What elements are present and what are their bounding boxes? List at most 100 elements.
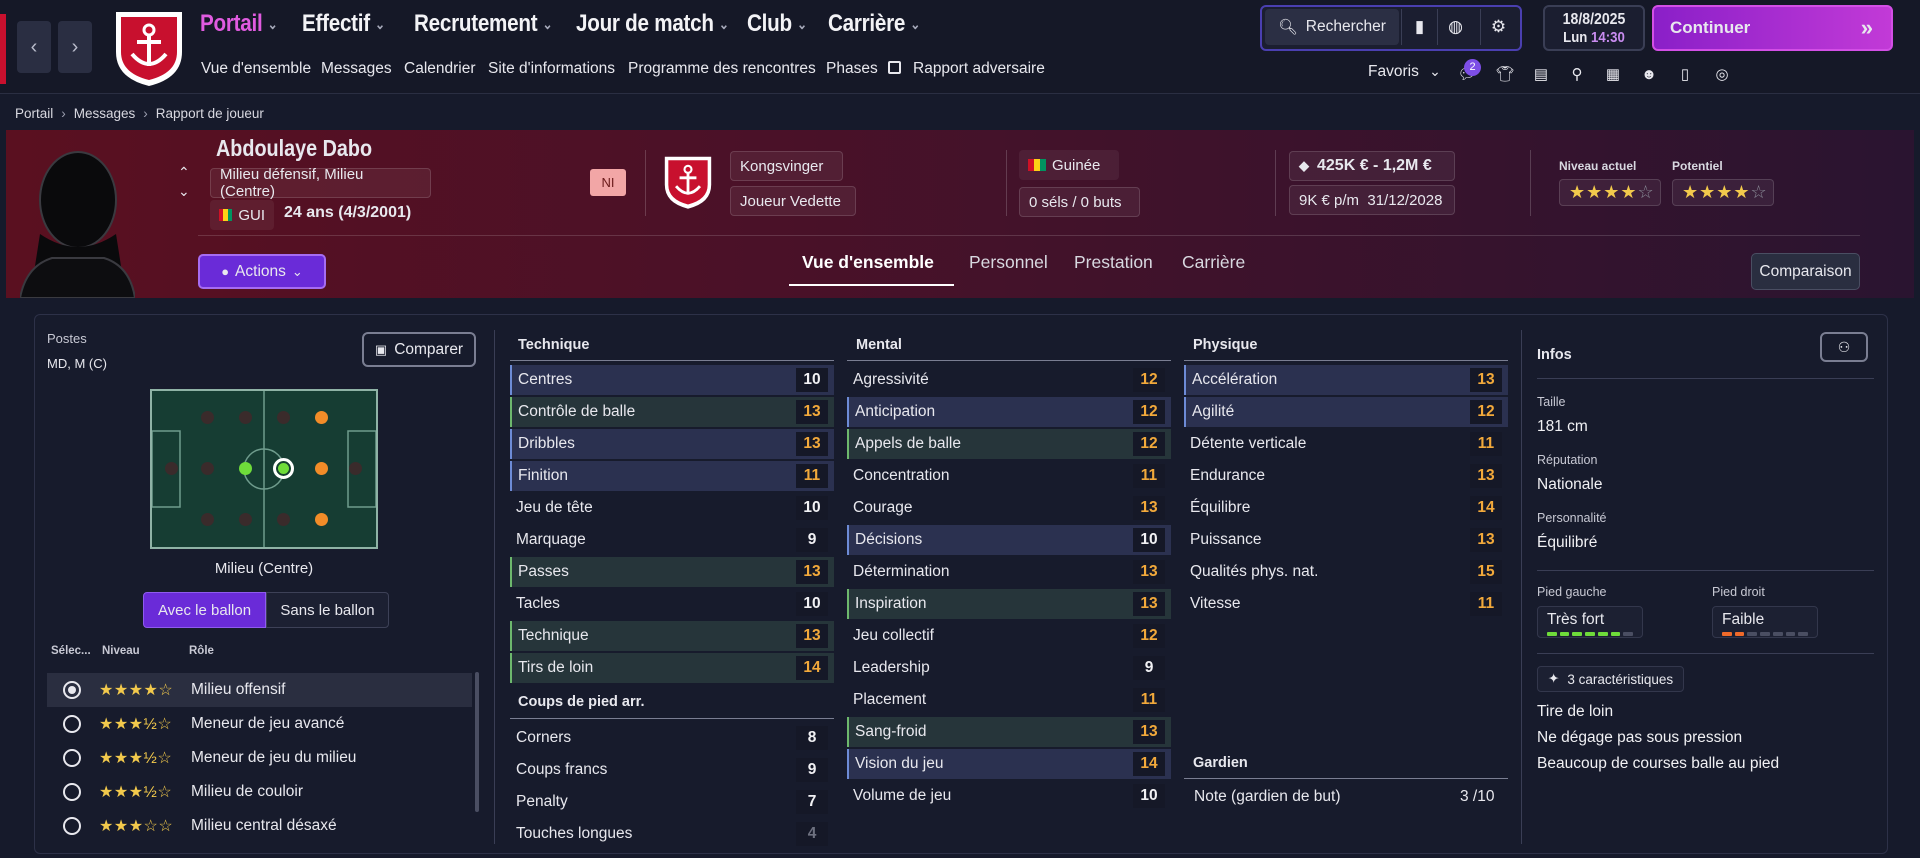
- radio[interactable]: [63, 715, 81, 733]
- attribute-row[interactable]: Tirs de loin 14: [510, 653, 834, 683]
- settings-button[interactable]: ⚙: [1480, 9, 1516, 45]
- role-row[interactable]: ★★★☆☆ Milieu central désaxé: [47, 809, 472, 843]
- with-ball-toggle[interactable]: Avec le ballon: [143, 592, 266, 628]
- menu-club[interactable]: Club ⌄: [747, 10, 807, 38]
- attribute-row[interactable]: Volume de jeu 10: [847, 781, 1171, 811]
- fav-staff[interactable]: ⚲: [1565, 62, 1589, 86]
- attribute-row[interactable]: Contrôle de balle 13: [510, 397, 834, 427]
- menu-portail[interactable]: Portail ⌄: [200, 10, 278, 38]
- role-row[interactable]: ★★★★☆ Milieu offensif: [47, 673, 472, 707]
- pitch-position-dot: [277, 513, 290, 526]
- submenu-messages[interactable]: Messages: [321, 60, 392, 77]
- attribute-row[interactable]: Accélération 13: [1184, 365, 1508, 395]
- breadcrumb-portail[interactable]: Portail: [15, 106, 54, 121]
- attribute-row[interactable]: Appels de balle 12: [847, 429, 1171, 459]
- prev-player-button[interactable]: ⌄: [178, 183, 190, 200]
- role-col-role[interactable]: Rôle: [189, 645, 214, 657]
- actions-button[interactable]: ● Actions ⌄: [198, 254, 326, 289]
- without-ball-toggle[interactable]: Sans le ballon: [266, 592, 389, 628]
- attribute-row[interactable]: Tacles 10: [510, 589, 834, 619]
- role-col-select[interactable]: Sélec...: [51, 645, 91, 657]
- game-date[interactable]: 18/8/2025 Lun 14:30: [1543, 5, 1645, 51]
- fav-tactics[interactable]: ▤: [1529, 62, 1553, 86]
- technique-attributes: Centres 10 Contrôle de balle 13 Dribbles 13 Fi…: [510, 365, 834, 683]
- submenu-calendrier[interactable]: Calendrier: [404, 60, 476, 77]
- attribute-row[interactable]: Placement 11: [847, 685, 1171, 715]
- menu-jour-de-match[interactable]: Jour de match ⌄: [576, 10, 729, 38]
- attribute-row[interactable]: Équilibre 14: [1184, 493, 1508, 523]
- fav-squad[interactable]: 👕︎: [1493, 62, 1517, 86]
- attribute-row[interactable]: Vitesse 11: [1184, 589, 1508, 619]
- attribute-row[interactable]: Touches longues 4: [510, 819, 834, 849]
- fav-training[interactable]: ☻: [1637, 62, 1661, 86]
- club-name-link[interactable]: Kongsvinger: [730, 151, 843, 181]
- attribute-row[interactable]: Endurance 13: [1184, 461, 1508, 491]
- role-row[interactable]: ★★★½☆ Meneur de jeu du milieu: [47, 741, 472, 775]
- transfer-value: ◆ 425K € - 1,2M €: [1289, 151, 1455, 181]
- radio[interactable]: [63, 749, 81, 767]
- attribute-row[interactable]: Détermination 13: [847, 557, 1171, 587]
- submenu-site-informations[interactable]: Site d'informations: [488, 60, 616, 77]
- attribute-row[interactable]: Agressivité 12: [847, 365, 1171, 395]
- tab-vue-ensemble[interactable]: Vue d'ensemble: [802, 252, 934, 272]
- attribute-row[interactable]: Dribbles 13: [510, 429, 834, 459]
- attribute-row[interactable]: Qualités phys. nat. 15: [1184, 557, 1508, 587]
- menu-recrutement[interactable]: Recrutement ⌄: [414, 10, 553, 38]
- tab-carriere[interactable]: Carrière: [1182, 252, 1246, 272]
- attribute-row[interactable]: Puissance 13: [1184, 525, 1508, 555]
- radio[interactable]: [63, 783, 81, 801]
- attribute-row[interactable]: Inspiration 13: [847, 589, 1171, 619]
- menu-carriere[interactable]: Carrière ⌄: [828, 10, 920, 38]
- submenu-programme[interactable]: Programme des rencontres: [628, 60, 816, 77]
- nation-tag[interactable]: Guinée: [1019, 150, 1119, 180]
- attribute-row[interactable]: Technique 13: [510, 621, 834, 651]
- attribute-row[interactable]: Jeu de tête 10: [510, 493, 834, 523]
- attribute-row[interactable]: Courage 13: [847, 493, 1171, 523]
- attribute-row[interactable]: Anticipation 12: [847, 397, 1171, 427]
- submenu-vue-ensemble[interactable]: Vue d'ensemble: [201, 60, 312, 77]
- submenu-phases[interactable]: Phases: [826, 60, 902, 78]
- attribute-row[interactable]: Décisions 10: [847, 525, 1171, 555]
- comparison-button[interactable]: Comparaison: [1751, 253, 1860, 290]
- attribute-row[interactable]: Concentration 11: [847, 461, 1171, 491]
- world-button[interactable]: ◍: [1437, 9, 1473, 45]
- attribute-row[interactable]: Passes 13: [510, 557, 834, 587]
- attribute-row[interactable]: Sang-froid 13: [847, 717, 1171, 747]
- club-crest-logo[interactable]: [662, 152, 714, 212]
- attribute-row[interactable]: Marquage 9: [510, 525, 834, 555]
- fav-finances[interactable]: ▯: [1673, 62, 1697, 86]
- bookmark-button[interactable]: ▮: [1401, 9, 1437, 45]
- back-button[interactable]: ‹: [17, 21, 51, 73]
- fav-world[interactable]: ◎: [1710, 62, 1734, 86]
- menu-effectif[interactable]: Effectif ⌄: [302, 10, 385, 38]
- attribute-row[interactable]: Jeu collectif 12: [847, 621, 1171, 651]
- compare-positions-button[interactable]: ▣ Comparer: [362, 332, 476, 367]
- roles-scrollbar[interactable]: [475, 672, 479, 812]
- forward-button[interactable]: ›: [58, 21, 92, 73]
- breadcrumb-messages[interactable]: Messages: [73, 106, 136, 121]
- club-crest-logo[interactable]: [112, 8, 186, 88]
- submenu-rapport-adversaire[interactable]: Rapport adversaire: [913, 60, 1045, 77]
- attribute-row[interactable]: Coups francs 9: [510, 755, 834, 785]
- search-button[interactable]: 🔍︎ Rechercher: [1265, 9, 1399, 45]
- next-player-button[interactable]: ⌃: [178, 164, 190, 181]
- attribute-row[interactable]: Vision du jeu 14: [847, 749, 1171, 779]
- attribute-row[interactable]: Leadership 9: [847, 653, 1171, 683]
- attribute-row[interactable]: Penalty 7: [510, 787, 834, 817]
- attribute-row[interactable]: Corners 8: [510, 723, 834, 753]
- tab-prestation[interactable]: Prestation: [1074, 252, 1153, 272]
- fav-calendar[interactable]: ▦: [1601, 62, 1625, 86]
- infos-options-button[interactable]: ⚇: [1820, 332, 1868, 362]
- role-row[interactable]: ★★★½☆ Meneur de jeu avancé: [47, 707, 472, 741]
- attribute-row[interactable]: Détente verticale 11: [1184, 429, 1508, 459]
- attribute-row[interactable]: Centres 10: [510, 365, 834, 395]
- role-row[interactable]: ★★★½☆ Milieu de couloir: [47, 775, 472, 809]
- role-col-level[interactable]: Niveau: [102, 645, 140, 657]
- attribute-row[interactable]: Agilité 12: [1184, 397, 1508, 427]
- attribute-row[interactable]: Finition 11: [510, 461, 834, 491]
- continue-button[interactable]: Continuer »: [1652, 5, 1893, 51]
- tab-personnel[interactable]: Personnel: [969, 252, 1048, 272]
- radio-selected[interactable]: [63, 681, 81, 699]
- radio[interactable]: [63, 817, 81, 835]
- favorites-dropdown[interactable]: Favoris ⌄: [1368, 63, 1441, 81]
